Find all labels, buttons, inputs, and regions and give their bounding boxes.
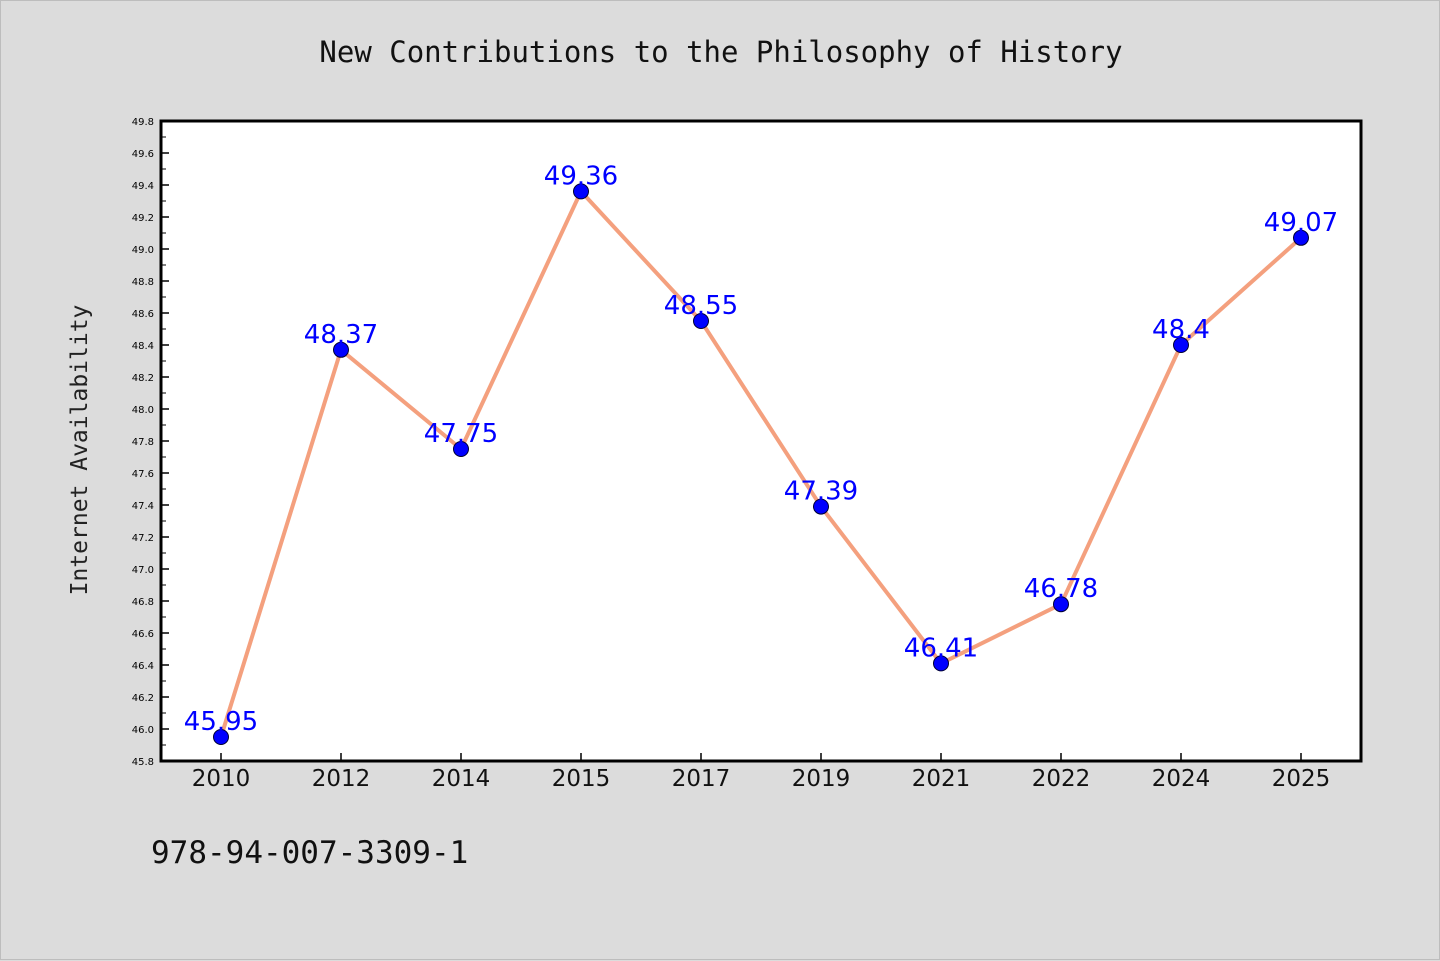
y-tick-label: 49.4 xyxy=(132,181,154,192)
y-tick-label: 46.0 xyxy=(132,725,154,736)
y-tick-label: 48.0 xyxy=(132,405,154,416)
y-tick-label: 49.8 xyxy=(132,117,154,128)
y-tick-label: 47.6 xyxy=(132,469,154,480)
y-tick-label: 48.4 xyxy=(132,341,154,352)
y-tick-label: 48.6 xyxy=(132,309,154,320)
y-tick-label: 47.0 xyxy=(132,565,154,576)
x-tick-label: 2015 xyxy=(552,766,611,792)
x-tick-label: 2012 xyxy=(312,766,371,792)
y-tick-label: 46.6 xyxy=(132,629,154,640)
y-tick-label: 49.0 xyxy=(132,245,154,256)
data-label: 49.36 xyxy=(544,161,618,191)
y-tick-label: 45.8 xyxy=(132,757,154,768)
x-tick-label: 2017 xyxy=(672,766,731,792)
x-tick-label: 2021 xyxy=(912,766,971,792)
x-tick-label: 2019 xyxy=(792,766,851,792)
x-tick-label: 2022 xyxy=(1032,766,1091,792)
y-tick-label: 48.2 xyxy=(132,373,154,384)
y-tick-label: 47.8 xyxy=(132,437,154,448)
x-tick-label: 2025 xyxy=(1272,766,1331,792)
data-label: 47.75 xyxy=(424,419,498,449)
y-tick-label: 46.2 xyxy=(132,693,154,704)
data-label: 45.95 xyxy=(184,707,258,737)
plot-area xyxy=(161,121,1361,761)
data-label: 48.55 xyxy=(664,291,738,321)
y-axis-label: Internet Availability xyxy=(67,305,93,596)
x-tick-label: 2014 xyxy=(432,766,491,792)
data-label: 49.07 xyxy=(1264,208,1338,238)
y-tick-label: 46.4 xyxy=(132,661,154,672)
y-tick-label: 46.8 xyxy=(132,597,154,608)
data-label: 48.37 xyxy=(304,320,378,350)
data-label: 47.39 xyxy=(784,477,858,507)
data-label: 46.78 xyxy=(1024,574,1098,604)
y-tick-label: 49.6 xyxy=(132,149,154,160)
y-tick-label: 47.2 xyxy=(132,533,154,544)
x-tick-label: 2024 xyxy=(1152,766,1211,792)
data-label: 46.41 xyxy=(904,633,978,663)
footer-isbn: 978-94-007-3309-1 xyxy=(151,835,468,871)
y-tick-label: 47.4 xyxy=(132,501,154,512)
data-label: 48.4 xyxy=(1152,315,1210,345)
y-tick-label: 49.2 xyxy=(132,213,154,224)
x-tick-label: 2010 xyxy=(192,766,251,792)
y-tick-label: 48.8 xyxy=(132,277,154,288)
